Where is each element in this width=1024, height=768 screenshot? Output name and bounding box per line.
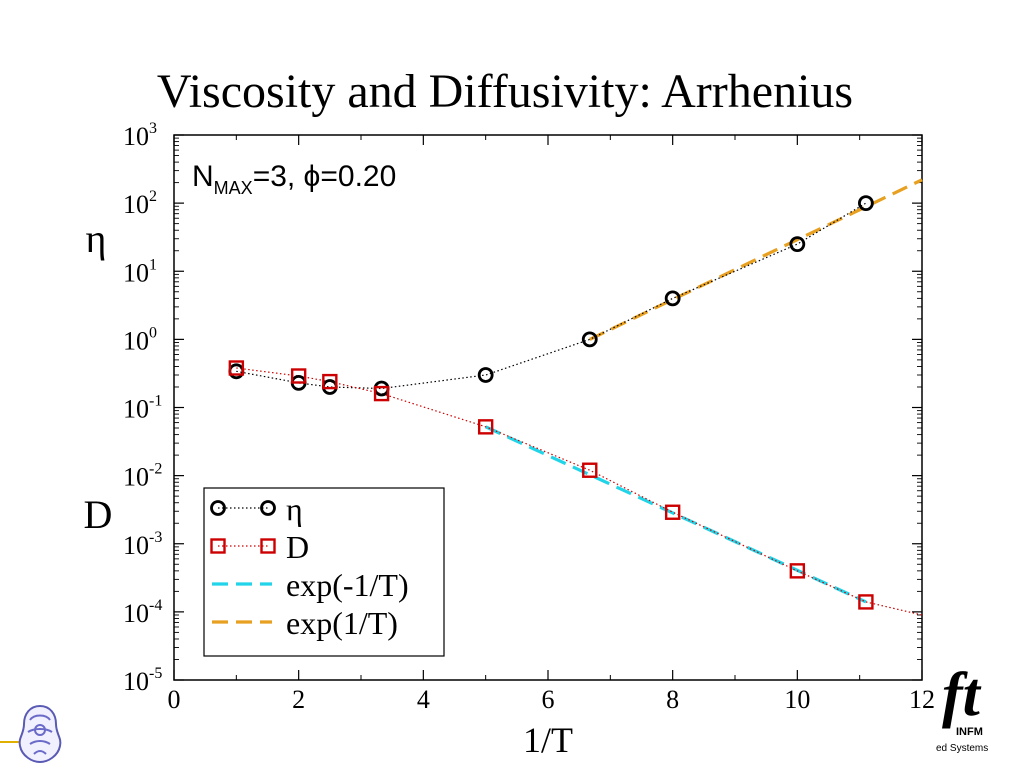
y-tick-exponent: -5 (149, 665, 162, 682)
legend-box (203, 487, 445, 657)
y-tick-exponent: -4 (149, 597, 162, 614)
y-tick-exponent: 3 (149, 120, 157, 137)
y-tick-exponent: -1 (149, 393, 162, 410)
eta-point (789, 236, 806, 253)
fit-line-exp-pos (589, 178, 923, 341)
infm-logo: ft INFM ed Systems (930, 660, 1024, 768)
y-tick-base: 10 (123, 667, 149, 696)
legend-marker-d (260, 538, 276, 554)
annotation-subscript: MAX (214, 178, 253, 198)
d-point (789, 563, 806, 579)
d-point (582, 462, 598, 478)
slide-title: Viscosity and Diffusivity: Arrhenius (156, 65, 854, 118)
y-tick-label: 102 (123, 188, 157, 219)
y-tick-base: 10 (123, 599, 149, 628)
y-tick-base: 10 (123, 190, 149, 219)
y-tick-exponent: 2 (149, 188, 157, 205)
y-tick-label: 10-5 (123, 665, 162, 696)
legend-marker-d (210, 538, 226, 554)
data-series (228, 178, 923, 616)
d-side-label: D (84, 492, 113, 537)
x-tick-label: 12 (909, 685, 935, 714)
d-point (322, 373, 338, 390)
annotation-rest: =3, ϕ=0.20 (253, 160, 397, 193)
eta-point (477, 367, 494, 383)
eta-point (581, 331, 598, 348)
y-tick-base: 10 (123, 395, 149, 424)
x-tick-label: 8 (666, 685, 679, 714)
legend-marker-eta (210, 500, 226, 516)
logo-org: INFM (956, 726, 983, 738)
parameter-annotation: NMAX=3, ϕ=0.20 (192, 160, 396, 198)
eta-point (373, 380, 390, 397)
y-tick-base: 10 (123, 531, 149, 560)
y-tick-base: 10 (123, 258, 149, 287)
x-tick-label: 2 (292, 685, 305, 714)
y-tick-label: 10-3 (123, 529, 162, 560)
x-tick-label: 10 (784, 685, 810, 714)
series-connector (236, 367, 867, 603)
fit-line-exp-neg (485, 425, 867, 604)
y-tick-label: 103 (123, 120, 157, 151)
legend-marker-eta (260, 500, 276, 516)
d-point (290, 368, 307, 384)
y-tick-label: 10-1 (123, 393, 162, 424)
legend-label: exp(1/T) (286, 605, 398, 641)
y-tick-label: 10-2 (123, 461, 162, 492)
y-tick-label: 10-4 (123, 597, 162, 628)
y-tick-exponent: -3 (149, 529, 162, 546)
logo-caption: ed Systems (936, 743, 989, 754)
annotation-n: N (192, 160, 214, 193)
tick-marks (173, 134, 923, 681)
y-tick-label: 100 (123, 324, 157, 355)
x-tick-label: 6 (542, 685, 555, 714)
y-tick-exponent: 0 (149, 324, 157, 341)
d-point (664, 504, 681, 520)
legend-label: exp(-1/T) (286, 567, 409, 603)
legend-label: η (286, 491, 303, 527)
y-tick-base: 10 (123, 326, 149, 355)
y-tick-base: 10 (123, 122, 149, 151)
series-connector-extension (865, 601, 923, 616)
y-tick-base: 10 (123, 463, 149, 492)
d-point (228, 360, 245, 376)
x-axis-label: 1/T (523, 720, 573, 760)
series-connector (236, 202, 867, 390)
x-tick-labels: 0 2 4 6 8 10 12 (168, 685, 936, 714)
eta-side-label: η (86, 216, 107, 261)
legend-label: D (286, 529, 309, 565)
x-tick-label: 4 (417, 685, 430, 714)
crest-emblem-icon (0, 704, 62, 764)
d-point (477, 419, 494, 435)
eta-point (858, 195, 874, 212)
y-tick-exponent: -2 (149, 461, 162, 478)
d-point (858, 594, 874, 610)
y-tick-exponent: 1 (149, 256, 157, 273)
y-tick-label: 101 (123, 256, 157, 287)
eta-point (664, 290, 681, 307)
x-tick-label: 0 (168, 685, 181, 714)
d-point (373, 385, 390, 402)
logo-ft-mark: ft (942, 661, 980, 729)
